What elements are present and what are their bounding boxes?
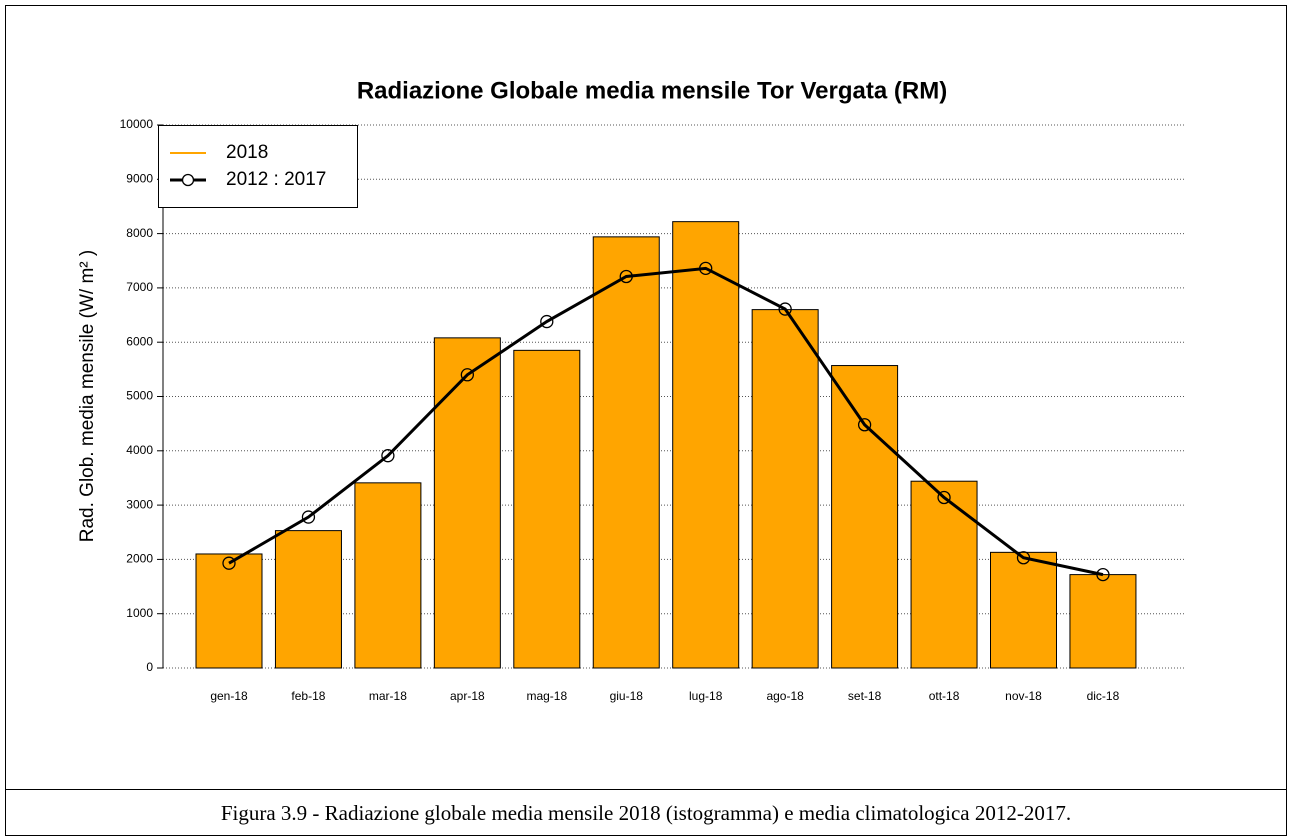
line-point <box>619 269 633 284</box>
line-point <box>222 556 236 570</box>
x-tick-label: ago-18 <box>766 689 804 703</box>
bar <box>990 551 1057 669</box>
y-tick-label: 10000 <box>120 117 154 131</box>
y-tick-label: 2000 <box>126 552 153 566</box>
line-point <box>540 314 554 329</box>
x-tick-label: nov-18 <box>1005 689 1042 703</box>
y-tick-label: 9000 <box>126 171 153 185</box>
bar <box>672 221 740 669</box>
line-point <box>699 261 713 276</box>
x-tick-label: gen-18 <box>210 689 248 703</box>
x-tick-label: mag-18 <box>526 689 567 703</box>
x-tick-label: ott-18 <box>929 689 960 703</box>
x-tick-label: mar-18 <box>369 689 407 703</box>
y-tick-label: 8000 <box>126 226 153 240</box>
line-point <box>301 510 316 524</box>
bar <box>751 309 819 669</box>
y-tick-label: 6000 <box>126 334 153 348</box>
bar <box>513 349 581 669</box>
bar <box>433 337 501 669</box>
bar <box>274 530 342 669</box>
y-tick-label: 1000 <box>126 606 153 620</box>
bar <box>1069 574 1137 669</box>
y-tick-label: 0 <box>146 660 153 674</box>
bar <box>354 482 422 669</box>
caption: Figura 3.9 - Radiazione globale media me… <box>221 801 1071 825</box>
line <box>228 266 1104 577</box>
legend-marker <box>181 173 195 187</box>
x-tick-label: apr-18 <box>450 689 485 703</box>
x-tick-label: lug-18 <box>689 689 723 703</box>
legend-box <box>158 125 358 208</box>
line-point <box>937 490 951 505</box>
figure-border <box>5 5 1287 836</box>
y-tick-label: 4000 <box>126 443 153 457</box>
bar <box>195 553 263 669</box>
x-tick-label: giu-18 <box>610 689 644 703</box>
line-point <box>778 302 792 316</box>
y-tick-label: 5000 <box>126 389 153 403</box>
legend-label: 2012 : 2017 <box>226 169 326 190</box>
line-point <box>1016 551 1031 565</box>
x-tick-label: dic-18 <box>1087 689 1120 703</box>
y-tick-label: 3000 <box>126 497 153 511</box>
bar <box>831 365 899 669</box>
x-tick-label: feb-18 <box>291 689 325 703</box>
bar <box>592 236 660 669</box>
chart-title: Radiazione Globale media mensile Tor Ver… <box>357 77 947 104</box>
line-point <box>460 368 475 382</box>
y-tick-label: 7000 <box>126 280 153 294</box>
line-point <box>857 418 872 432</box>
x-tick-label: set-18 <box>848 689 882 703</box>
legend-label: 2018 <box>226 142 268 163</box>
line-point <box>1096 567 1110 582</box>
line-point <box>381 449 395 463</box>
bar <box>910 480 978 669</box>
y-axis-label: Rad. Glob. media mensile (W/ m² ) <box>77 250 98 542</box>
